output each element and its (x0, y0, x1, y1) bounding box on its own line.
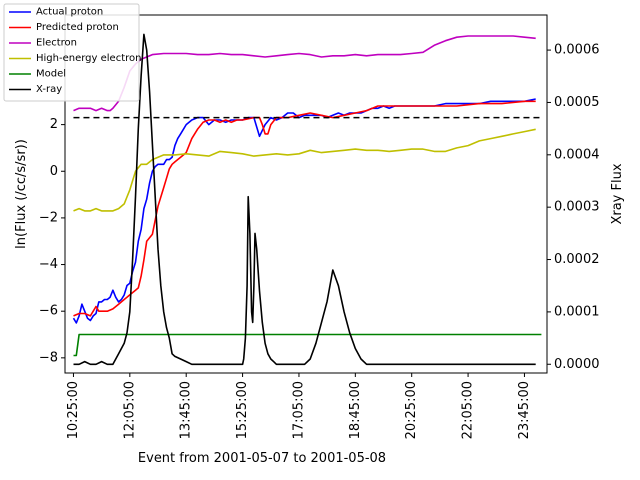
y-right-tick-label: 0.0006 (554, 43, 600, 58)
series-line-high-energy-electron (73, 128, 536, 212)
y-right-tick-label: 0.0004 (554, 147, 600, 162)
y-axis-left: −8 −6 −4 −2 0 2 (39, 117, 65, 365)
legend-label-x-ray: X-ray (36, 84, 62, 95)
y-right-tick-label: 0.0005 (554, 95, 600, 110)
y-axis-right-label: Xray Flux (610, 163, 625, 224)
series-line-predicted-proton (73, 100, 536, 317)
legend-label-model: Model (36, 69, 66, 80)
y-axis-right: 0.0000 0.0001 0.0002 0.0003 0.0004 0.0005 0.00… (547, 43, 600, 372)
series-line-x-ray (73, 33, 536, 366)
y-left-tick-label: −8 (39, 350, 58, 365)
y-right-tick-label: 0.0000 (554, 357, 600, 372)
legend-box (3, 3, 140, 102)
y-left-tick-label: −2 (39, 210, 58, 225)
x-tick-label: 22:05:00 (461, 381, 476, 439)
y-left-tick-label: −4 (39, 257, 58, 272)
x-axis: 10:25:00 12:05:00 13:45:00 15:25:00 17:05:00… (66, 373, 532, 439)
series-line-electron (73, 35, 536, 112)
plot-area (72, 33, 542, 366)
x-tick-label: 10:25:00 (66, 381, 81, 439)
series-line-actual-proton (72, 98, 536, 324)
y-axis-left-label: ln(Flux (/cc/s/sr)) (14, 139, 29, 249)
legend-label-high-energy-electron: High-energy electron (36, 53, 141, 64)
x-tick-label: 18:45:00 (348, 381, 363, 439)
y-right-tick-label: 0.0001 (554, 304, 600, 319)
y-right-tick-label: 0.0002 (554, 252, 600, 267)
legend-label-predicted-proton: Predicted proton (36, 22, 119, 33)
plot-frame (64, 14, 548, 374)
x-tick-label: 20:25:00 (404, 381, 419, 439)
x-tick-label: 17:05:00 (291, 381, 306, 439)
y-left-tick-label: 0 (50, 164, 58, 179)
legend: Actual proton Predicted proton Electron Hig… (3, 3, 141, 102)
series-line-model (73, 333, 542, 357)
x-tick-label: 13:45:00 (179, 381, 194, 439)
y-left-tick-label: 2 (50, 117, 58, 132)
legend-label-electron: Electron (36, 38, 77, 49)
y-left-tick-label: −6 (39, 304, 58, 319)
x-tick-label: 15:25:00 (235, 381, 250, 439)
y-right-tick-label: 0.0003 (554, 200, 600, 215)
legend-label-actual-proton: Actual proton (36, 7, 103, 18)
x-tick-label: 12:05:00 (122, 381, 137, 439)
x-axis-label: Event from 2001-05-07 to 2001-05-08 (138, 451, 386, 466)
x-tick-label: 23:45:00 (517, 381, 532, 439)
